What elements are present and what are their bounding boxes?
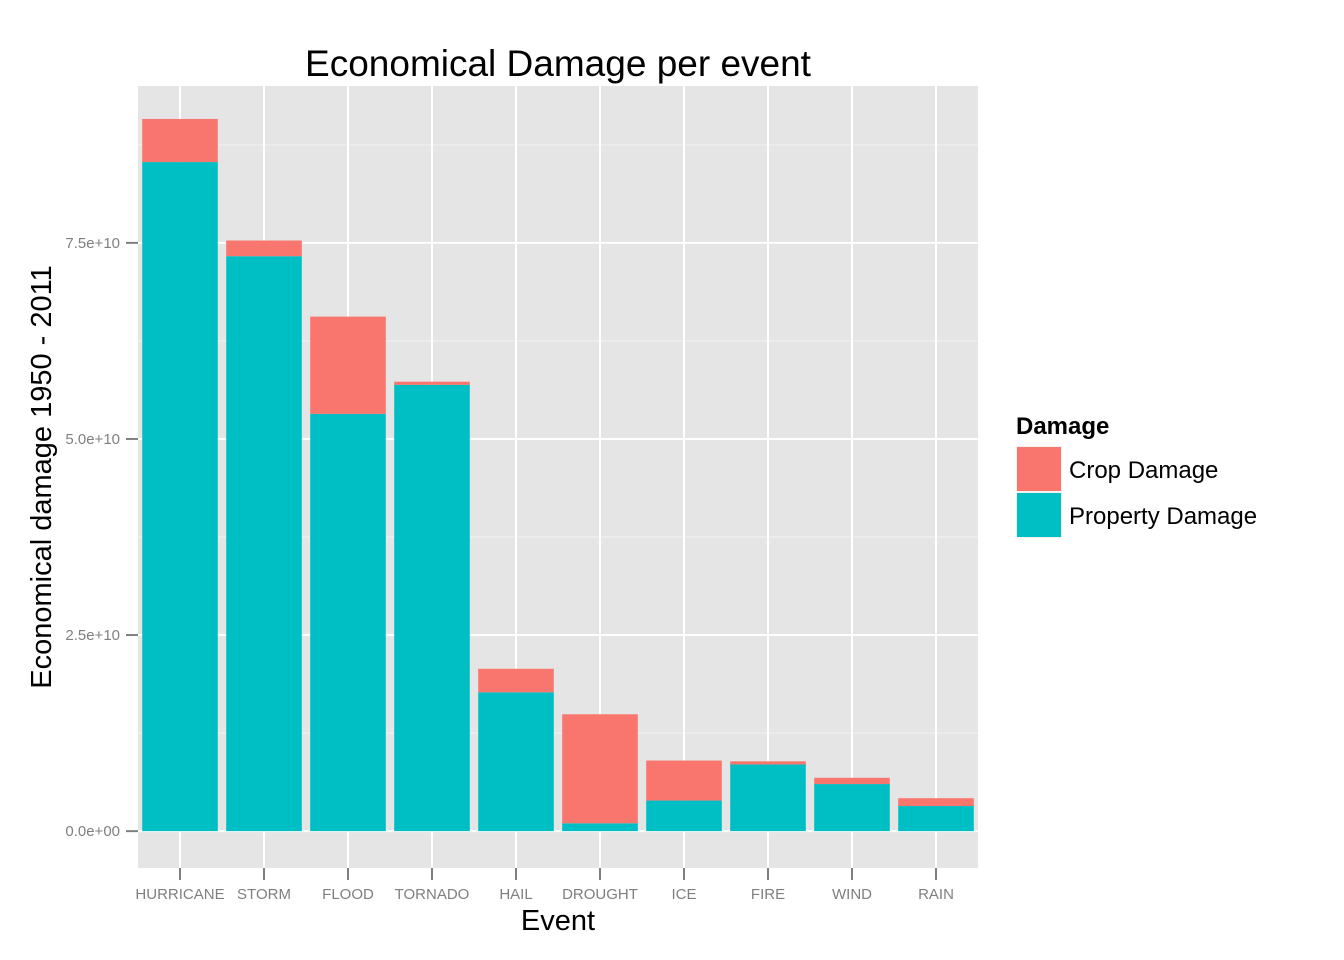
legend-title: Damage (1016, 413, 1109, 440)
y-axis-title: Economical damage 1950 - 2011 (26, 265, 58, 688)
bar-hurricane-crop-damage (142, 118, 218, 163)
legend-label: Crop Damage (1069, 457, 1218, 484)
bar-storm-property-damage (226, 256, 302, 832)
x-axis: HURRICANE STORM FLOOD TORNADO HAIL DROUGHT ICE… (135, 868, 954, 903)
chart-title: Economical Damage per event (305, 43, 812, 84)
x-tick-label: STORM (237, 886, 291, 903)
x-tick-label: HURRICANE (135, 886, 224, 903)
legend-key (1017, 493, 1061, 537)
bar-flood-property-damage (310, 413, 386, 832)
y-tick-label: 7.5e+10 (65, 235, 120, 252)
bar-rain-crop-damage (898, 798, 974, 807)
bar-drought-crop-damage (562, 714, 638, 824)
bar-hail-crop-damage (478, 668, 554, 693)
bar-wind-property-damage (814, 784, 890, 832)
bar-ice-crop-damage (646, 760, 722, 801)
x-axis-title: Event (521, 905, 595, 937)
legend-key (1017, 447, 1061, 491)
x-tick-label: FIRE (751, 886, 785, 903)
bar-storm-crop-damage (226, 240, 302, 257)
x-tick-label: HAIL (499, 886, 532, 903)
bar-tornado-crop-damage (394, 381, 470, 385)
x-tick-label: ICE (671, 886, 696, 903)
x-tick-label: RAIN (918, 886, 954, 903)
bar-hurricane-property-damage (142, 162, 218, 832)
bar-fire-crop-damage (730, 761, 806, 765)
x-tick-label: TORNADO (395, 886, 470, 903)
x-tick-label: DROUGHT (562, 886, 638, 903)
bar-rain-property-damage (898, 806, 974, 832)
bar-drought-property-damage (562, 823, 638, 832)
x-tick-label: FLOOD (322, 886, 374, 903)
bar-fire-property-damage (730, 764, 806, 832)
bar-tornado-property-damage (394, 384, 470, 832)
y-tick-label: 0.0e+00 (65, 823, 120, 840)
bar-hail-property-damage (478, 692, 554, 832)
y-tick-label: 5.0e+10 (65, 431, 120, 448)
legend: Damage Crop Damage Property Damage (1016, 413, 1257, 538)
bar-ice-property-damage (646, 800, 722, 832)
x-tick-label: WIND (832, 886, 872, 903)
bar-wind-crop-damage (814, 777, 890, 785)
legend-entries: Crop Damage Property Damage (1016, 446, 1257, 538)
y-axis: 0.0e+00 2.5e+10 5.0e+10 7.5e+10 (65, 235, 138, 840)
legend-label: Property Damage (1069, 503, 1257, 530)
bar-flood-crop-damage (310, 316, 386, 414)
y-tick-label: 2.5e+10 (65, 627, 120, 644)
bars (142, 118, 974, 832)
